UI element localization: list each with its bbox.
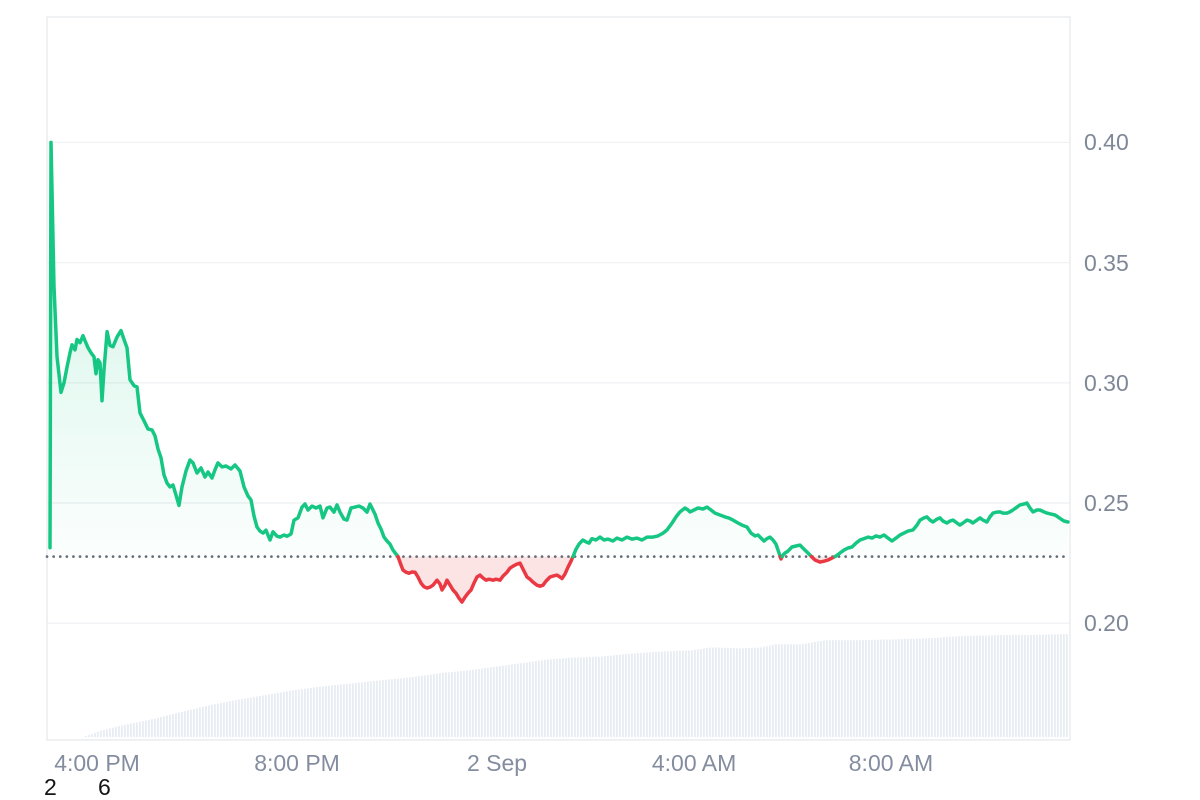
price-line-up bbox=[48, 140, 400, 559]
x-tick-label-8:00-am: 8:00 AM bbox=[848, 750, 934, 776]
area-above-baseline bbox=[50, 142, 398, 557]
y-tick-label-0.35: 0.35 bbox=[1084, 249, 1129, 276]
x-tick-label-4:00-pm: 4:00 PM bbox=[54, 750, 140, 776]
plot-border bbox=[46, 16, 1071, 741]
stray-text-right: 6 bbox=[98, 774, 111, 800]
y-tick-label-0.40: 0.40 bbox=[1084, 129, 1129, 156]
price-line-up bbox=[780, 543, 814, 559]
price-line-up bbox=[571, 505, 782, 559]
price-line-down bbox=[396, 554, 575, 604]
price-line-up bbox=[833, 501, 1070, 559]
area-above-baseline bbox=[782, 545, 812, 557]
stray-text-left: 2 bbox=[44, 774, 57, 800]
area-above-baseline bbox=[835, 503, 1068, 557]
x-tick-label-2-sep: 2 Sep bbox=[466, 750, 528, 776]
price-line-down bbox=[809, 554, 837, 564]
volume-bars bbox=[84, 634, 1068, 737]
y-tick-label-0.25: 0.25 bbox=[1084, 490, 1129, 516]
x-tick-label-4:00-am: 4:00 AM bbox=[651, 750, 737, 776]
y-tick-label-0.20: 0.20 bbox=[1084, 610, 1129, 637]
x-tick-label-8:00-pm: 8:00 PM bbox=[254, 750, 340, 776]
y-tick-label-0.30: 0.30 bbox=[1084, 369, 1129, 396]
